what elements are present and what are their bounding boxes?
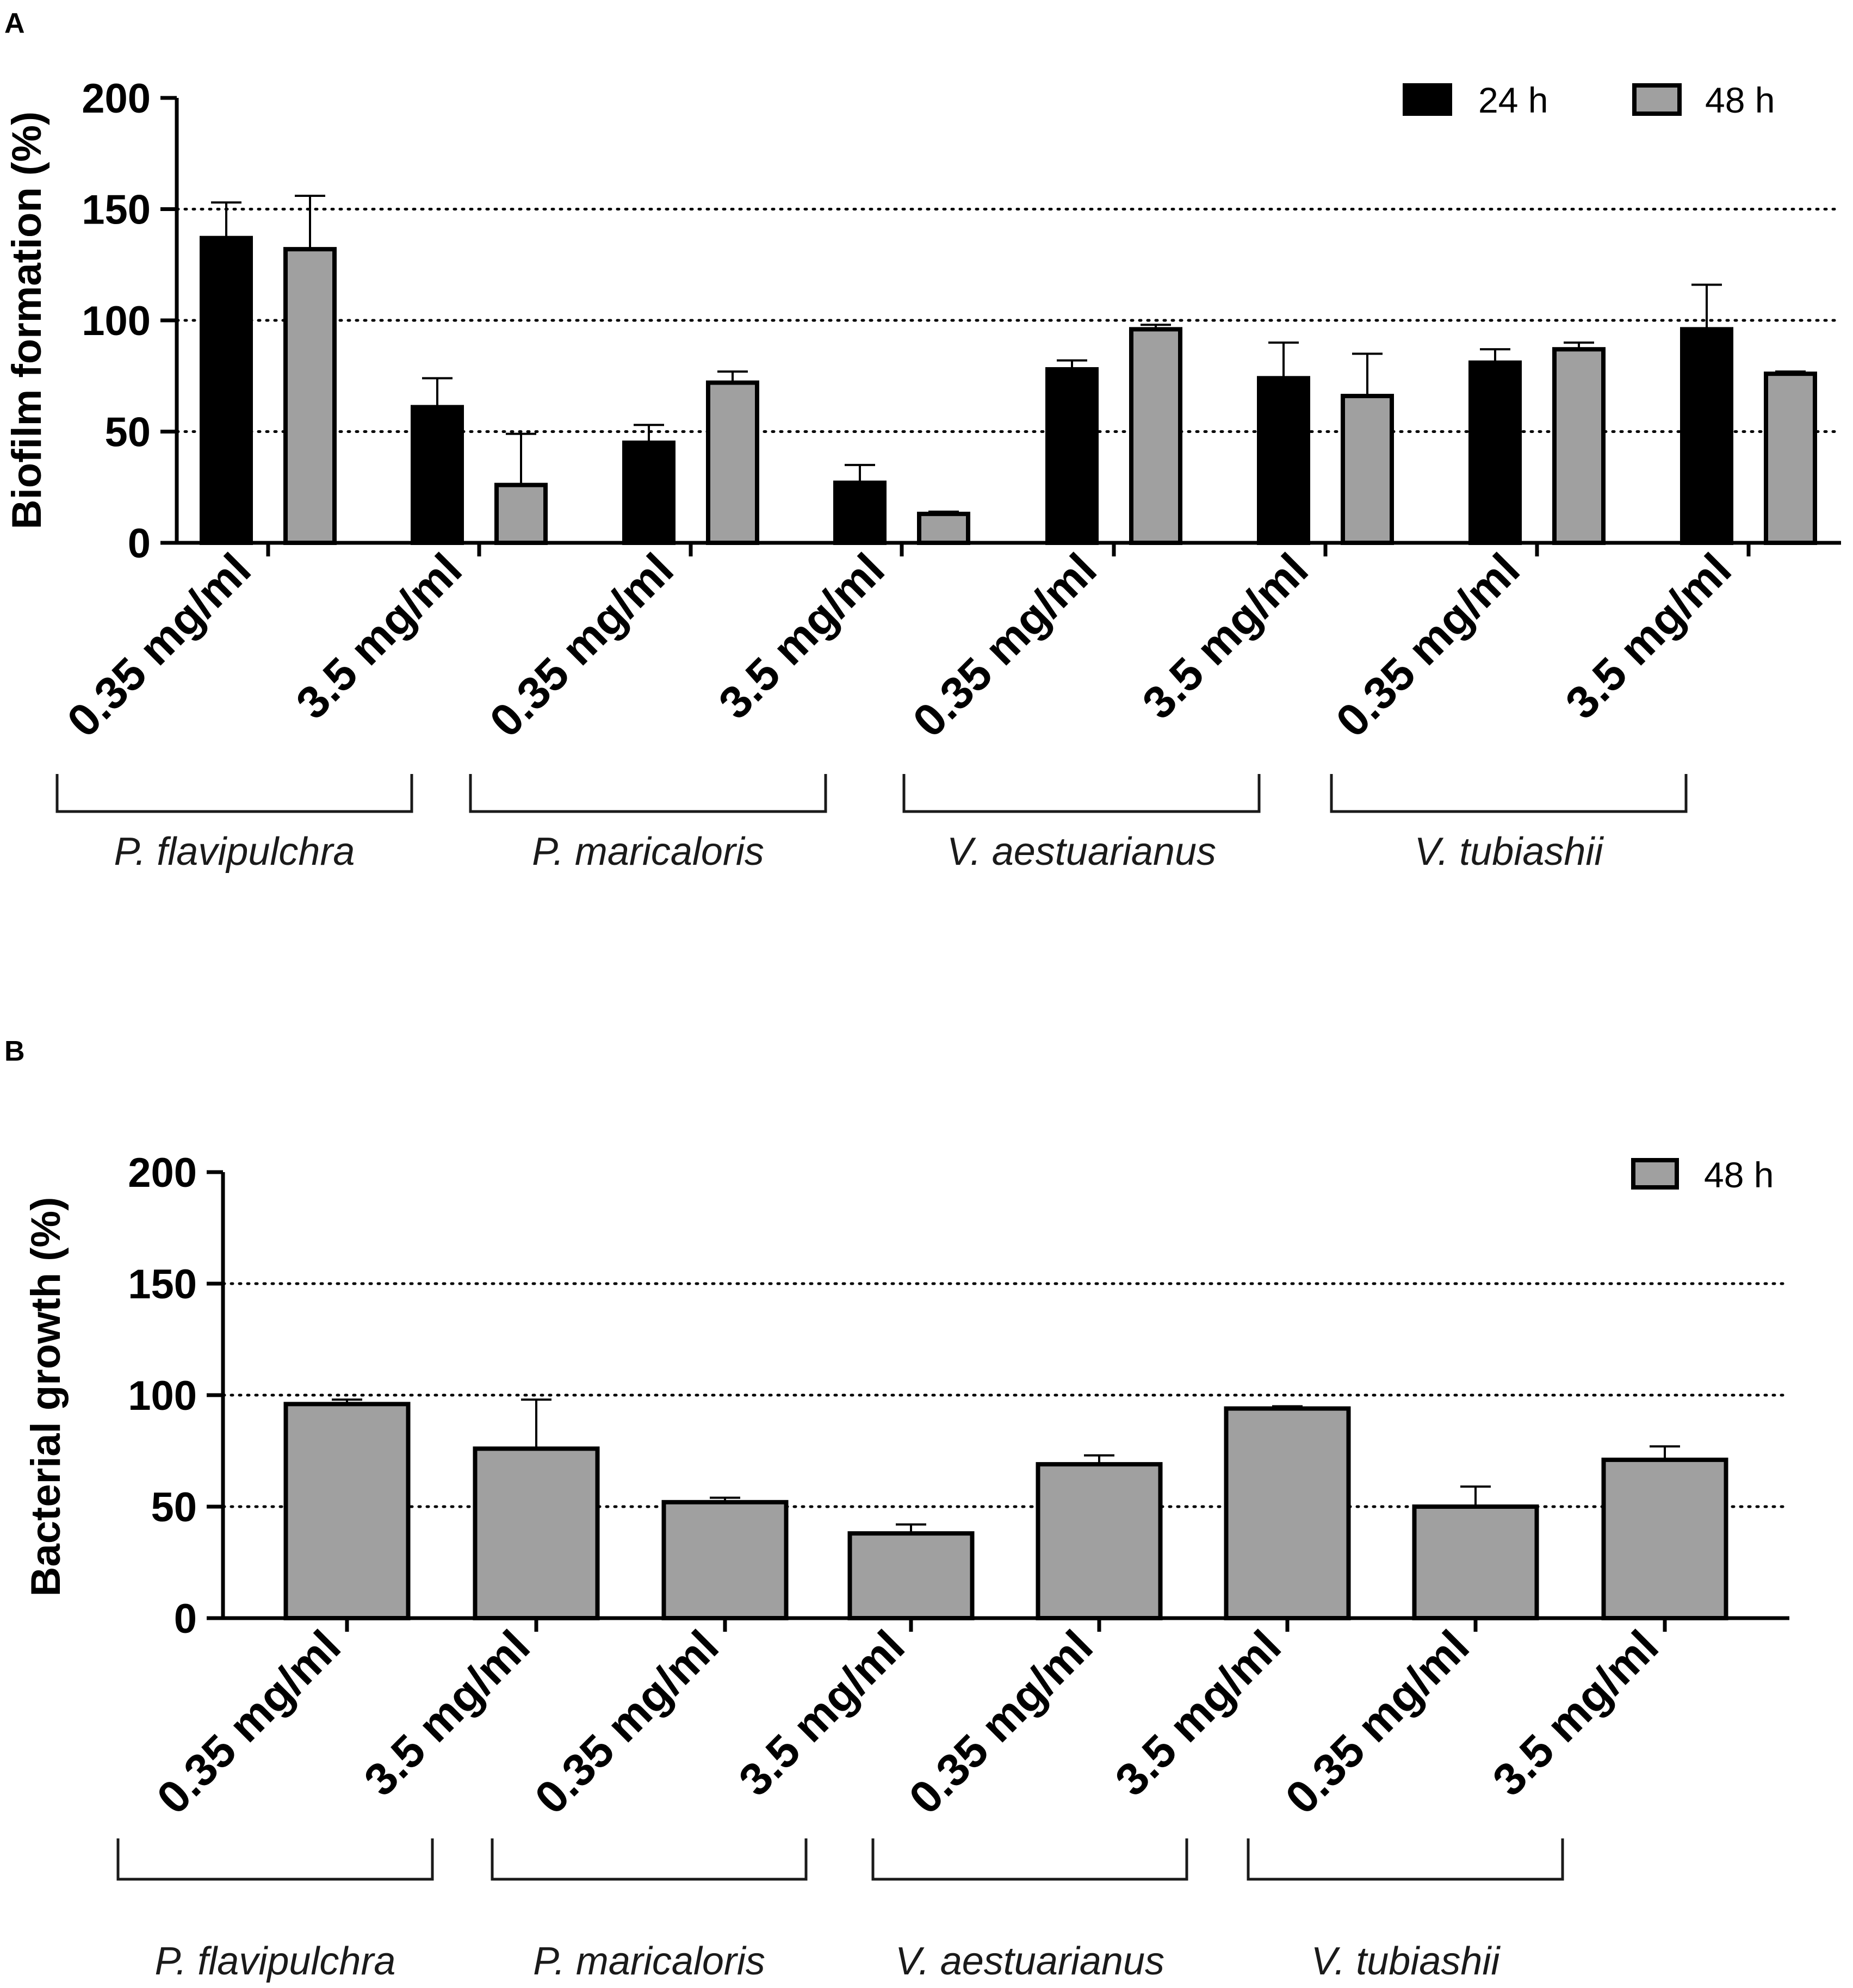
category-label: 3.5 mg/ml (729, 1620, 914, 1805)
group-bracket (871, 1838, 1188, 1881)
legend-swatch (1631, 1158, 1679, 1190)
category-label: 3.5 mg/ml (709, 543, 894, 728)
legend-label: 48 h (1705, 80, 1775, 120)
bar-48h (661, 1500, 789, 1621)
group-label: P. flavipulchra (114, 830, 355, 874)
group-bracket (116, 1838, 434, 1881)
category-label: 0.35 mg/ml (147, 1620, 350, 1823)
group-label: V. aestuarianus (947, 830, 1216, 874)
group-label: V. tubiashii (1311, 1940, 1501, 1983)
category-label: 0.35 mg/ml (480, 543, 683, 746)
category-label: 3.5 mg/ml (286, 543, 471, 728)
category-label: 0.35 mg/ml (899, 1620, 1102, 1823)
bar-48h (1552, 347, 1606, 545)
legend-label: 24 h (1478, 80, 1548, 120)
legend-label: 48 h (1704, 1155, 1774, 1195)
category-label: 0.35 mg/ml (525, 1620, 728, 1823)
category-label: 0.35 mg/ml (1275, 1620, 1478, 1823)
bar-48h (1601, 1457, 1728, 1620)
legend-swatch (1403, 83, 1452, 116)
panel-label: A (4, 8, 25, 39)
legend-swatch (1632, 83, 1682, 116)
bar-24h (1257, 376, 1310, 546)
bar-48h (847, 1531, 975, 1620)
panel-b: B 0 50 100 150 200 Bacterial growth (%) 0.35 mg… (4, 1036, 1791, 1983)
bar-48h (917, 511, 970, 546)
group-label: V. tubiashii (1415, 830, 1604, 874)
category-label: 0.35 mg/ml (57, 543, 260, 746)
bar-48h (1224, 1406, 1351, 1621)
group-bracket (902, 774, 1261, 813)
group-label: V. aestuarianus (895, 1940, 1164, 1983)
group-bracket (55, 774, 413, 813)
group-label: P. flavipulchra (155, 1940, 396, 1983)
group-bracket (491, 1838, 808, 1881)
group-bracket (1330, 774, 1688, 813)
y-tick-label: 150 (82, 187, 151, 233)
bar-48h (473, 1446, 600, 1620)
bar-24h (622, 440, 675, 546)
y-tick-label: 0 (174, 1596, 197, 1642)
category-label: 3.5 mg/ml (1483, 1620, 1668, 1805)
category-label: 3.5 mg/ml (1105, 1620, 1290, 1805)
category-label: 3.5 mg/ml (1132, 543, 1317, 728)
bar-48h (1129, 327, 1182, 545)
category-label: 0.35 mg/ml (903, 543, 1106, 746)
bar-24h (411, 405, 464, 546)
y-tick-label: 200 (82, 76, 151, 122)
y-tick-label: 0 (128, 521, 151, 567)
y-tick-label: 150 (128, 1261, 197, 1308)
y-tick-label: 200 (128, 1150, 197, 1196)
category-label: 3.5 mg/ml (354, 1620, 539, 1805)
bar-48h (283, 1402, 411, 1620)
y-axis-title: Biofilm formation (%) (4, 112, 50, 529)
y-tick-label: 50 (151, 1484, 197, 1531)
bar-48h (283, 247, 337, 545)
bar-48h (1412, 1504, 1539, 1620)
bar-24h (1680, 327, 1733, 545)
y-axis-title: Bacterial growth (%) (23, 1197, 69, 1597)
bar-48h (1341, 394, 1394, 545)
bar-48h (1036, 1462, 1163, 1621)
y-tick-label: 100 (82, 298, 151, 344)
bar-24h (1045, 367, 1099, 545)
category-label: 0.35 mg/ml (1326, 543, 1529, 746)
y-tick-label: 100 (128, 1373, 197, 1419)
bar-48h (706, 380, 759, 546)
bar-48h (494, 482, 548, 545)
group-bracket (469, 774, 827, 813)
bar-24h (200, 236, 253, 546)
category-label: 3.5 mg/ml (1555, 543, 1740, 728)
group-label: P. maricaloris (533, 1940, 765, 1983)
bar-24h (1468, 360, 1522, 546)
bar-48h (1764, 371, 1817, 545)
group-bracket (1247, 1838, 1564, 1881)
y-tick-label: 50 (104, 410, 151, 456)
group-label: P. maricaloris (532, 830, 764, 874)
panel-label: B (4, 1036, 25, 1067)
bar-24h (833, 480, 887, 546)
